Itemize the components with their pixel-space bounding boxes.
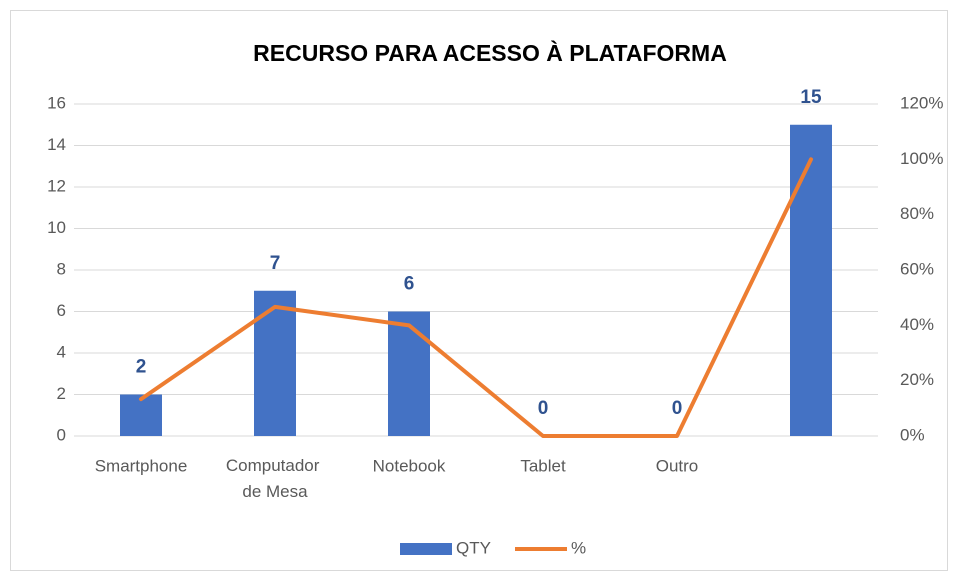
x-tick-label: Tablet bbox=[520, 456, 566, 475]
chart-title: RECURSO PARA ACESSO À PLATAFORMA bbox=[253, 39, 727, 66]
y2-tick-label: 100% bbox=[900, 149, 943, 168]
y2-tick-label: 60% bbox=[900, 259, 934, 278]
bar bbox=[388, 311, 430, 436]
y-tick-label: 8 bbox=[57, 259, 66, 278]
data-label: 6 bbox=[404, 274, 415, 295]
x-tick-label: Outro bbox=[656, 456, 699, 475]
data-label: 0 bbox=[672, 398, 683, 419]
bar bbox=[254, 290, 296, 436]
y-tick-label: 4 bbox=[57, 342, 66, 361]
legend-label: % bbox=[571, 538, 586, 557]
data-label: 0 bbox=[538, 398, 549, 419]
bar bbox=[120, 394, 162, 436]
y2-tick-label: 80% bbox=[900, 204, 934, 223]
y2-tick-label: 40% bbox=[900, 315, 934, 334]
x-tick-label: Computador de Mesa bbox=[226, 456, 324, 501]
y-tick-label: 0 bbox=[57, 425, 66, 444]
y-tick-label: 12 bbox=[47, 176, 66, 195]
legend-label: QTY bbox=[456, 538, 491, 557]
y2-tick-label: 0% bbox=[900, 425, 925, 444]
y2-tick-label: 120% bbox=[900, 93, 943, 112]
data-label: 2 bbox=[136, 357, 147, 378]
x-tick-line: Computador bbox=[226, 456, 324, 475]
x-tick-line: de Mesa bbox=[242, 482, 308, 501]
data-label: 7 bbox=[270, 253, 281, 274]
y-tick-label: 16 bbox=[47, 93, 66, 112]
x-tick-label: Notebook bbox=[373, 456, 446, 475]
x-tick-label: Smartphone bbox=[95, 456, 188, 475]
y-tick-label: 6 bbox=[57, 301, 66, 320]
line bbox=[139, 157, 813, 438]
legend-swatch bbox=[400, 543, 452, 555]
bar bbox=[790, 124, 832, 436]
data-label: 15 bbox=[800, 87, 822, 108]
y-tick-label: 10 bbox=[47, 218, 66, 237]
y-tick-label: 14 bbox=[47, 135, 66, 154]
y-tick-label: 2 bbox=[57, 384, 66, 403]
y2-tick-label: 20% bbox=[900, 370, 934, 389]
